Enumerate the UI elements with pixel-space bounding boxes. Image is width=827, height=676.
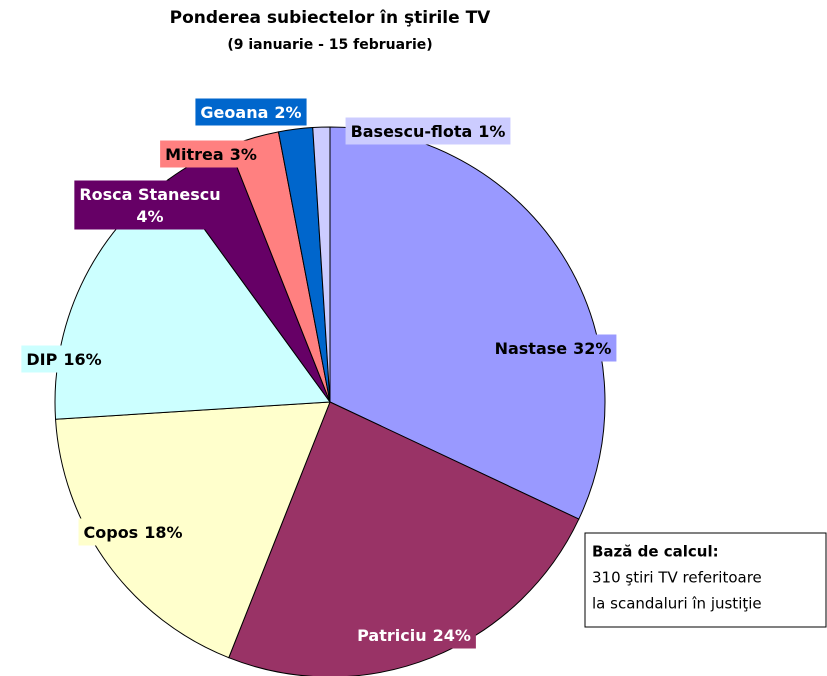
category-name: Basescu-flota: [351, 122, 473, 141]
value-label: 18%: [144, 523, 182, 542]
value-label: 4%: [136, 207, 163, 226]
chart-title: Ponderea subiectelor în ştirile TV: [170, 8, 492, 28]
label-box: [21, 345, 107, 373]
slice-label: Mitrea 3%: [160, 140, 262, 168]
note-line: 310 ştiri TV referitoare: [592, 569, 762, 587]
category-name: Patriciu: [357, 626, 426, 645]
label-text: Rosca Stanescu 4%: [79, 185, 220, 226]
category-name: Copos: [84, 523, 139, 542]
category-name: Geoana: [200, 103, 268, 122]
category-name: DIP: [26, 350, 57, 369]
value-label: 16%: [63, 350, 101, 369]
label-text: Copos 18%: [84, 523, 183, 542]
category-name: Mitrea: [165, 145, 224, 164]
label-text: Geoana 2%: [200, 103, 301, 122]
pie-slice: [55, 401, 331, 659]
slice-label: DIP 16%: [21, 345, 107, 373]
label-text: Basescu-flota 1%: [351, 122, 506, 141]
slice-label: Geoana 2%: [195, 98, 307, 126]
pie-slice: [228, 401, 580, 676]
category-name: Nastase: [495, 339, 568, 358]
value-label: 1%: [478, 122, 505, 141]
slice-label: Patriciu 24%: [352, 621, 476, 649]
category-name: Rosca Stanescu: [79, 185, 220, 204]
value-label: 24%: [433, 626, 471, 645]
slice-label: Rosca Stanescu 4%: [74, 180, 226, 230]
value-label: 2%: [274, 103, 301, 122]
note-heading: Bază de calcul:: [592, 543, 719, 561]
value-label: 3%: [230, 145, 257, 164]
label-box: [160, 140, 262, 168]
label-box: [352, 621, 476, 649]
value-label: 32%: [573, 339, 611, 358]
label-text: Nastase 32%: [495, 339, 612, 358]
label-box: [195, 98, 307, 126]
label-box: [74, 180, 226, 230]
label-text: DIP 16%: [26, 350, 101, 369]
label-text: Patriciu 24%: [357, 626, 471, 645]
note-line: la scandaluri în justiţie: [592, 595, 762, 613]
label-text: Mitrea 3%: [165, 145, 257, 164]
note-box: [584, 532, 827, 628]
label-box: [345, 117, 511, 145]
slice-label: Copos 18%: [78, 518, 188, 546]
label-box: [489, 334, 617, 362]
chart-subtitle: (9 ianuarie - 15 februarie): [227, 37, 432, 53]
pie-slice: [312, 126, 331, 403]
slice-label: Basescu-flota 1%: [345, 117, 511, 145]
label-box: [78, 518, 188, 546]
slice-label: Nastase 32%: [489, 334, 617, 362]
